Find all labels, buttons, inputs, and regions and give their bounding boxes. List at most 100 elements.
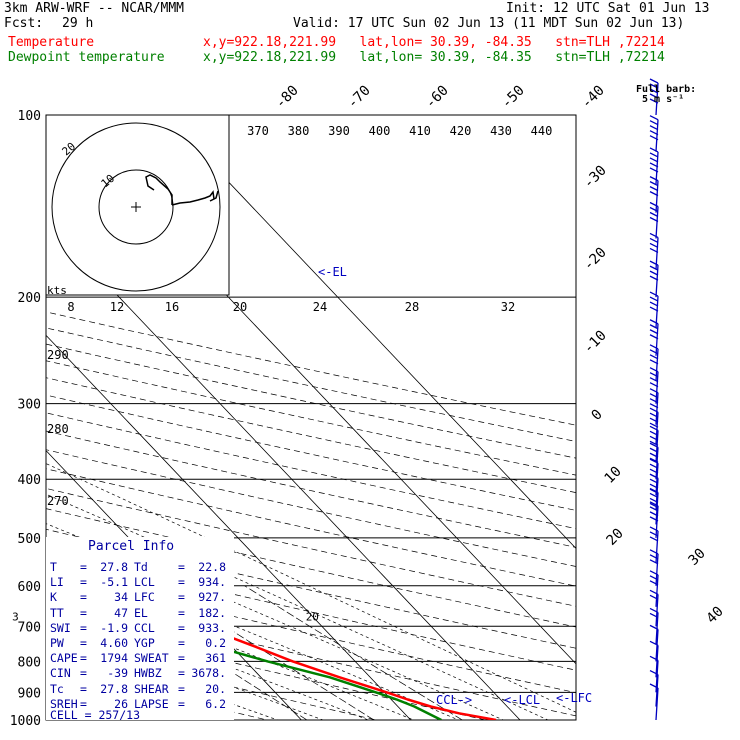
wind-barb <box>649 147 659 184</box>
pressure-label-1000: 1000 <box>10 714 41 729</box>
parcel-param-value: 1794 <box>100 651 128 666</box>
wind-barb-flag <box>649 612 659 618</box>
upper-axis-label: 24 <box>313 300 327 314</box>
wind-barb-flag <box>649 575 659 581</box>
wind-barb-flag <box>649 324 659 330</box>
upper-axis-label: 12 <box>110 300 124 314</box>
wind-barb-flag <box>649 382 659 388</box>
wind-barb-flag <box>649 559 659 565</box>
pressure-label-700: 700 <box>18 620 41 635</box>
mixing-ratio-label: 20 <box>306 610 319 623</box>
wind-barb-flag <box>649 130 659 136</box>
wind-barb-flag <box>649 247 659 254</box>
dry-adiabat-label: 270 <box>47 494 69 508</box>
wind-barb-flag <box>649 393 659 399</box>
wind-barb-flag <box>649 669 659 676</box>
wind-barb-flag <box>649 488 659 494</box>
theta-label: 380 <box>288 124 310 138</box>
wind-barb-flag <box>649 640 659 646</box>
parcel-equals: = <box>80 605 87 620</box>
wind-barb-flag <box>649 167 659 173</box>
lcl-marker: <-LCL <box>504 693 540 707</box>
wind-barb-flag <box>649 570 659 576</box>
wind-barb-flag <box>649 242 659 249</box>
wind-barb-flag <box>649 83 659 89</box>
parcel-info-panel: Parcel Info T = 27.8 Td = 22.8 LI = -5.1 LCL = 934.… <box>46 537 234 722</box>
hodograph-ring-20 <box>51 122 221 292</box>
wind-barb <box>649 458 659 496</box>
parcel-param-value: -1.9 <box>100 620 128 635</box>
theta-label: 400 <box>369 124 391 138</box>
lfc-marker: <-LFC <box>556 691 592 705</box>
wind-barb-flag <box>649 487 659 493</box>
parcel-param-value: 3678. <box>191 666 226 681</box>
hodograph-ring-10 <box>98 169 174 245</box>
parcel-equals: = <box>178 696 185 711</box>
wind-barb-flag <box>649 306 659 312</box>
parcel-equals: = <box>80 620 87 635</box>
wind-barb <box>649 319 659 356</box>
wind-barb-flag <box>649 526 659 532</box>
wind-barb-flag <box>649 501 659 507</box>
wind-barb-flag <box>649 232 659 239</box>
parcel-param-value: -5.1 <box>100 575 128 590</box>
barb-key-value: 5 m s⁻¹ <box>642 94 685 105</box>
wind-barb-flag <box>649 398 659 404</box>
wind-barb-flag <box>649 388 659 394</box>
parcel-param-name: SHEAR <box>134 681 169 696</box>
wind-barb <box>649 487 659 525</box>
parcel-param-name: SWI <box>50 620 71 635</box>
barb-key-title: Full barb: <box>636 84 697 95</box>
wind-barb-flag <box>649 536 659 542</box>
wind-barb-flag <box>649 291 659 297</box>
theta-label: 410 <box>409 124 431 138</box>
wind-barb-flag <box>649 580 659 586</box>
wind-barb-flag <box>649 354 659 360</box>
wind-barb-flag <box>649 201 659 208</box>
wind-barb-flag <box>649 120 659 126</box>
parcel-param-value: 22.8 <box>198 560 226 574</box>
parcel-param-name: Td <box>134 560 148 574</box>
pressure-label-900: 900 <box>18 686 41 701</box>
temperature-legend-label: Temperature <box>8 35 95 50</box>
parcel-param-value: 34 <box>114 590 128 605</box>
parcel-param-value: 20. <box>205 681 226 696</box>
parcel-param-name: PW <box>50 636 64 650</box>
wind-barb-flag <box>649 468 659 474</box>
parcel-param-name: YGP <box>134 636 155 650</box>
theta-label: 430 <box>490 124 512 138</box>
wind-barb-flag <box>649 157 659 163</box>
model-title: 3km ARW-WRF -- NCAR/MMM <box>4 1 185 16</box>
wind-barb-flag <box>649 435 659 441</box>
parcel-equals: = <box>178 575 185 590</box>
parcel-param-name: LI <box>50 575 64 590</box>
theta-label: 370 <box>247 124 269 138</box>
isotherm-label: 40 <box>704 604 727 627</box>
wind-barb-flag <box>649 260 659 266</box>
isotherm-label: 20 <box>604 526 627 549</box>
isotherm-label: 0 <box>589 407 606 424</box>
parcel-equals: = <box>80 696 87 711</box>
theta-label: 390 <box>328 124 350 138</box>
forecast-hour: 29 h <box>62 16 94 31</box>
wind-barb-flag <box>649 412 659 418</box>
wind-barb-flag <box>649 176 659 182</box>
dewpoint-legend-label: Dewpoint temperature <box>8 50 165 65</box>
parcel-equals: = <box>178 605 185 620</box>
parcel-param-name: SREH <box>50 696 78 711</box>
wind-barb <box>649 589 659 627</box>
parcel-cell: CELL = 257/13 <box>50 708 141 722</box>
wind-barb-flag <box>649 162 659 168</box>
wind-barb-flag <box>649 440 659 446</box>
wind-barb-flag <box>649 624 659 630</box>
wind-barb-flag <box>649 511 659 517</box>
isotherm-label: -40 <box>579 83 608 112</box>
parcel-param-value: 361 <box>205 651 226 666</box>
upper-axis-label: 8 <box>67 300 74 314</box>
isotherm-label: -80 <box>273 83 302 112</box>
ccl-marker: CCL-> <box>436 693 472 707</box>
forecast-label: Fcst: <box>4 16 44 31</box>
wind-barb <box>649 640 659 678</box>
wind-barb-flag <box>649 329 659 335</box>
